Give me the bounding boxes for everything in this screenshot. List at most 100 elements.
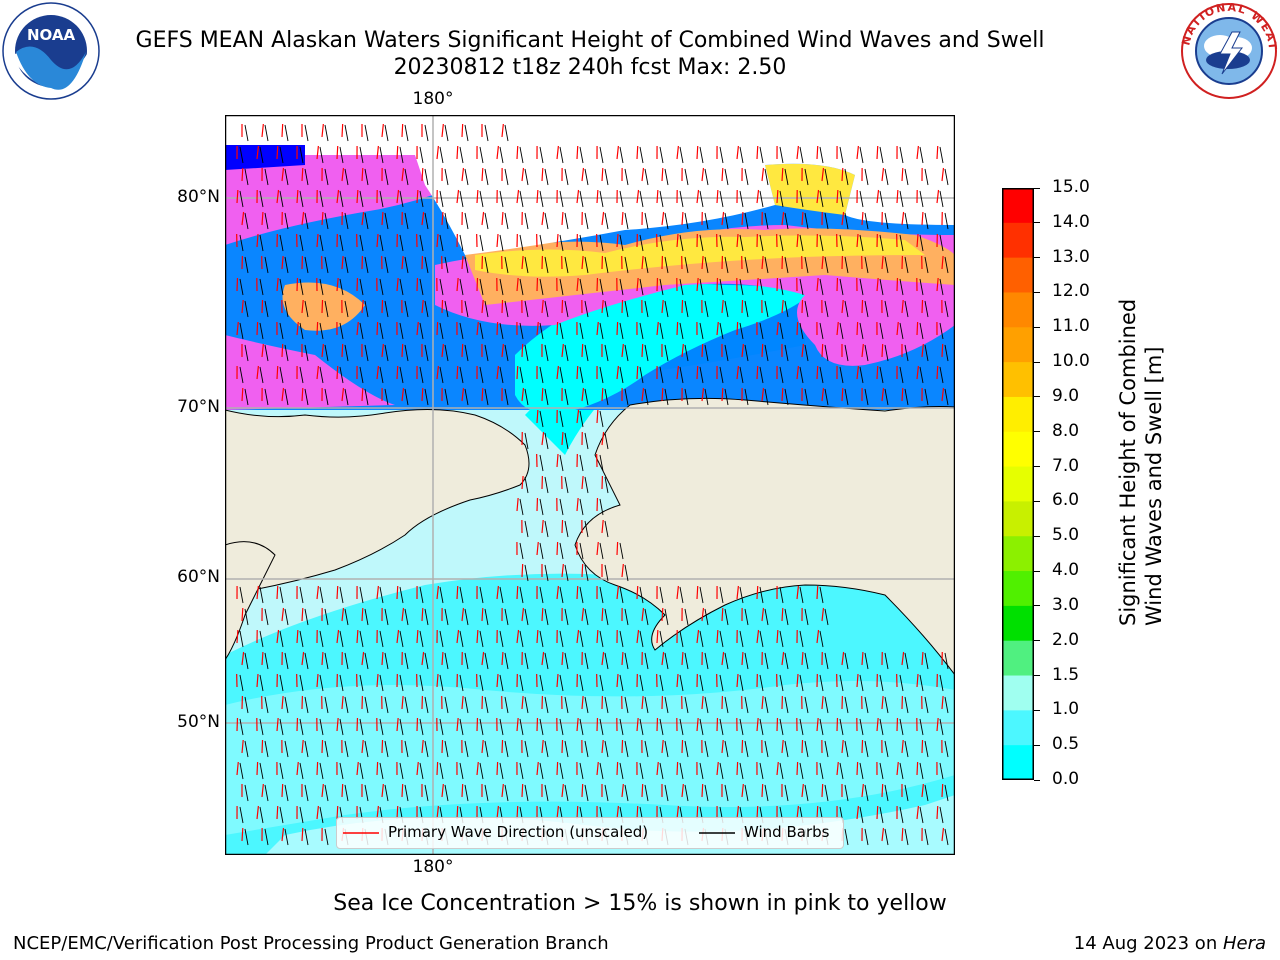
- wind-barb: [904, 168, 909, 186]
- wind-barb: [439, 586, 444, 604]
- wave-arrow: [716, 761, 719, 776]
- wave-arrow: [636, 805, 639, 820]
- wave-arrow: [876, 717, 879, 732]
- wind-barb: [704, 784, 709, 802]
- wind-barb: [504, 784, 509, 802]
- wind-barb: [544, 608, 549, 626]
- wave-arrow: [821, 343, 824, 358]
- wind-barb: [924, 168, 929, 186]
- wind-barb: [884, 696, 889, 714]
- wind-barb: [539, 234, 544, 252]
- wave-arrow: [461, 343, 464, 358]
- wind-barb: [859, 674, 864, 692]
- wave-arrow: [316, 145, 319, 160]
- wind-barb: [544, 520, 549, 538]
- wave-arrow: [556, 761, 559, 776]
- wave-arrow: [536, 761, 539, 776]
- wave-arrow: [856, 805, 859, 820]
- wave-arrow: [336, 717, 339, 732]
- wave-arrow: [561, 343, 564, 358]
- wind-barb: [904, 828, 909, 846]
- wave-arrow: [256, 321, 259, 336]
- wind-barb: [864, 344, 869, 362]
- wave-arrow: [696, 805, 699, 820]
- wind-barb: [599, 322, 604, 340]
- wind-barb: [324, 784, 329, 802]
- wind-barb: [864, 784, 869, 802]
- wave-arrow: [516, 629, 520, 644]
- wave-arrow: [316, 585, 319, 600]
- wind-barb: [624, 300, 629, 318]
- wind-barb: [699, 278, 704, 296]
- colorbar-swatch: [1002, 675, 1034, 711]
- wind-barb: [339, 762, 344, 780]
- wind-barb: [924, 828, 929, 846]
- wave-arrow: [841, 739, 844, 754]
- wave-arrow: [941, 695, 944, 710]
- wave-arrow: [381, 739, 384, 754]
- map-panel[interactable]: [224, 114, 956, 856]
- wind-barb: [384, 608, 389, 626]
- wind-barb: [299, 146, 304, 164]
- wind-barb: [739, 234, 744, 252]
- wind-barb: [479, 674, 484, 692]
- wind-barb: [684, 652, 689, 670]
- wave-arrow: [656, 629, 659, 644]
- wind-barb: [404, 344, 409, 362]
- wind-barb: [459, 718, 464, 736]
- wave-arrow: [416, 321, 419, 336]
- wind-barb: [784, 256, 789, 274]
- wind-barb: [659, 586, 664, 604]
- wind-barb: [384, 344, 389, 362]
- wind-barb: [444, 168, 449, 186]
- wave-arrow: [596, 629, 599, 644]
- wave-arrow: [561, 519, 564, 534]
- wind-barb: [499, 366, 504, 384]
- wave-arrow: [641, 607, 645, 622]
- wind-barb: [804, 344, 809, 362]
- wind-barb: [924, 212, 929, 230]
- wave-arrow: [876, 189, 880, 204]
- wave-arrow: [761, 343, 764, 358]
- wave-arrow: [641, 695, 644, 710]
- wind-barb: [424, 256, 429, 274]
- wind-barb: [564, 432, 569, 450]
- wind-barb: [324, 740, 329, 758]
- wind-barb: [744, 168, 749, 186]
- wind-legend-label: Wind Barbs: [744, 823, 830, 841]
- wind-barb: [664, 388, 669, 406]
- wave-arrow: [301, 167, 304, 182]
- wind-barb: [439, 630, 444, 648]
- wave-arrow: [376, 321, 379, 336]
- wind-barb: [359, 630, 364, 648]
- colorbar-swatch: [1002, 536, 1034, 572]
- wave-arrow: [481, 211, 485, 226]
- wind-barb: [804, 212, 809, 230]
- wind-barb: [519, 542, 524, 560]
- wave-arrow: [281, 343, 284, 358]
- wind-barb: [539, 498, 544, 516]
- graticule: [225, 115, 955, 855]
- wave-arrow: [796, 805, 799, 820]
- wind-barb: [639, 674, 644, 692]
- wind-barb: [444, 212, 449, 230]
- colorbar-tick-mark: [1034, 779, 1040, 781]
- wave-arrow: [881, 387, 885, 402]
- wave-arrow: [736, 805, 739, 820]
- wind-barb: [379, 146, 384, 164]
- wave-arrow: [461, 255, 464, 270]
- wave-arrow: [496, 365, 499, 380]
- wave-arrow: [601, 211, 605, 226]
- wind-barb: [284, 344, 289, 362]
- wind-barb: [484, 212, 489, 230]
- wave-arrow: [576, 277, 579, 292]
- wind-barb: [464, 740, 469, 758]
- wind-barb: [884, 652, 889, 670]
- colorbar-tick-label: 5.0: [1052, 525, 1080, 546]
- wave-arrow: [561, 211, 564, 226]
- wave-arrow: [736, 365, 739, 380]
- wind-barb: [544, 740, 549, 758]
- wave-arrow: [416, 189, 419, 204]
- wind-barb: [399, 190, 404, 208]
- wave-arrow: [556, 805, 559, 820]
